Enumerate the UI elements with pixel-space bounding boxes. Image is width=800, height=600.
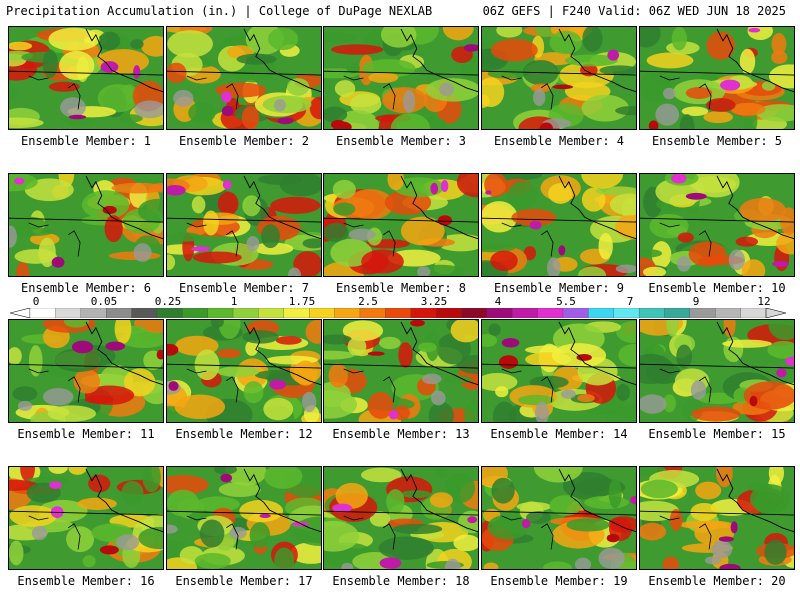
- scale-tick-label: 0.25: [154, 295, 182, 308]
- scale-tick-label: 12: [757, 295, 771, 308]
- member-map-panel: [481, 26, 637, 130]
- member-map-panel: [166, 319, 322, 423]
- member-label: Ensemble Member: 17: [175, 574, 313, 588]
- member-map-panel: [166, 26, 322, 130]
- scale-swatch: [410, 308, 437, 318]
- member-label: Ensemble Member: 9: [493, 281, 625, 295]
- member-label: Ensemble Member: 3: [335, 134, 467, 148]
- scale-swatch: [207, 308, 234, 318]
- member-map-panel: [8, 26, 164, 130]
- scale-tick-label: 4: [494, 295, 502, 308]
- member-label: Ensemble Member: 10: [648, 281, 786, 295]
- scale-swatch: [258, 308, 285, 318]
- scale-tick-label: 7: [626, 295, 634, 308]
- member-map-panel: [639, 26, 795, 130]
- member-map-panel: [639, 466, 795, 570]
- member-label: Ensemble Member: 18: [332, 574, 470, 588]
- scale-swatch: [537, 308, 564, 318]
- scale-swatch: [105, 308, 132, 318]
- map-title: Precipitation Accumulation (in.) | Colle…: [6, 4, 433, 18]
- member-map-panel: [323, 466, 479, 570]
- member-label: Ensemble Member: 2: [178, 134, 310, 148]
- member-map-panel: [323, 319, 479, 423]
- scale-tick-label: 2.5: [358, 295, 378, 308]
- member-map-panel: [166, 466, 322, 570]
- scale-swatch: [283, 308, 310, 318]
- member-map-panel: [481, 319, 637, 423]
- scale-swatch: [664, 308, 691, 318]
- member-label: Ensemble Member: 14: [490, 427, 628, 441]
- scale-swatch: [435, 308, 462, 318]
- member-label: Ensemble Member: 4: [493, 134, 625, 148]
- member-label: Ensemble Member: 7: [178, 281, 310, 295]
- scale-swatch: [512, 308, 539, 318]
- scale-swatch: [588, 308, 615, 318]
- scale-swatch: [385, 308, 412, 318]
- member-label: Ensemble Member: 6: [20, 281, 152, 295]
- member-label: Ensemble Member: 16: [17, 574, 155, 588]
- scale-swatch: [334, 308, 361, 318]
- scale-swatch: [613, 308, 640, 318]
- member-map-panel: [8, 466, 164, 570]
- scale-swatch: [232, 308, 259, 318]
- member-label: Ensemble Member: 11: [17, 427, 155, 441]
- member-label: Ensemble Member: 12: [175, 427, 313, 441]
- scale-tick-label: 0: [32, 295, 40, 308]
- member-label: Ensemble Member: 20: [648, 574, 786, 588]
- member-label: Ensemble Member: 1: [20, 134, 152, 148]
- member-map-panel: [323, 173, 479, 277]
- scale-swatch: [182, 308, 209, 318]
- member-label: Ensemble Member: 5: [651, 134, 783, 148]
- member-map-panel: [481, 173, 637, 277]
- color-scale-bar: [10, 308, 786, 318]
- scale-arrow-left: [10, 308, 31, 318]
- member-map-panel: [639, 319, 795, 423]
- scale-swatch: [461, 308, 488, 318]
- scale-tick-label: 1: [230, 295, 238, 308]
- member-map-panel: [8, 319, 164, 423]
- member-map-panel: [639, 173, 795, 277]
- scale-arrow-right: [765, 308, 786, 318]
- scale-swatch: [80, 308, 107, 318]
- scale-swatch: [638, 308, 665, 318]
- scale-swatch: [740, 308, 767, 318]
- scale-swatch: [55, 308, 82, 318]
- scale-tick-label: 1.75: [288, 295, 316, 308]
- scale-swatch: [715, 308, 742, 318]
- scale-swatch: [29, 308, 56, 318]
- member-map-panel: [166, 173, 322, 277]
- scale-swatch: [486, 308, 513, 318]
- scale-swatch: [309, 308, 336, 318]
- member-map-panel: [8, 173, 164, 277]
- scale-swatch: [156, 308, 183, 318]
- member-map-panel: [481, 466, 637, 570]
- scale-swatch: [131, 308, 158, 318]
- member-label: Ensemble Member: 19: [490, 574, 628, 588]
- scale-swatch: [359, 308, 386, 318]
- scale-swatch: [689, 308, 716, 318]
- member-label: Ensemble Member: 8: [335, 281, 467, 295]
- scale-tick-label: 3.25: [420, 295, 448, 308]
- member-map-panel: [323, 26, 479, 130]
- member-label: Ensemble Member: 13: [332, 427, 470, 441]
- scale-tick-label: 0.05: [90, 295, 118, 308]
- member-label: Ensemble Member: 15: [648, 427, 786, 441]
- scale-swatch: [562, 308, 589, 318]
- scale-tick-label: 5.5: [556, 295, 576, 308]
- valid-time: 06Z GEFS | F240 Valid: 06Z WED JUN 18 20…: [482, 4, 786, 18]
- scale-tick-label: 9: [692, 295, 700, 308]
